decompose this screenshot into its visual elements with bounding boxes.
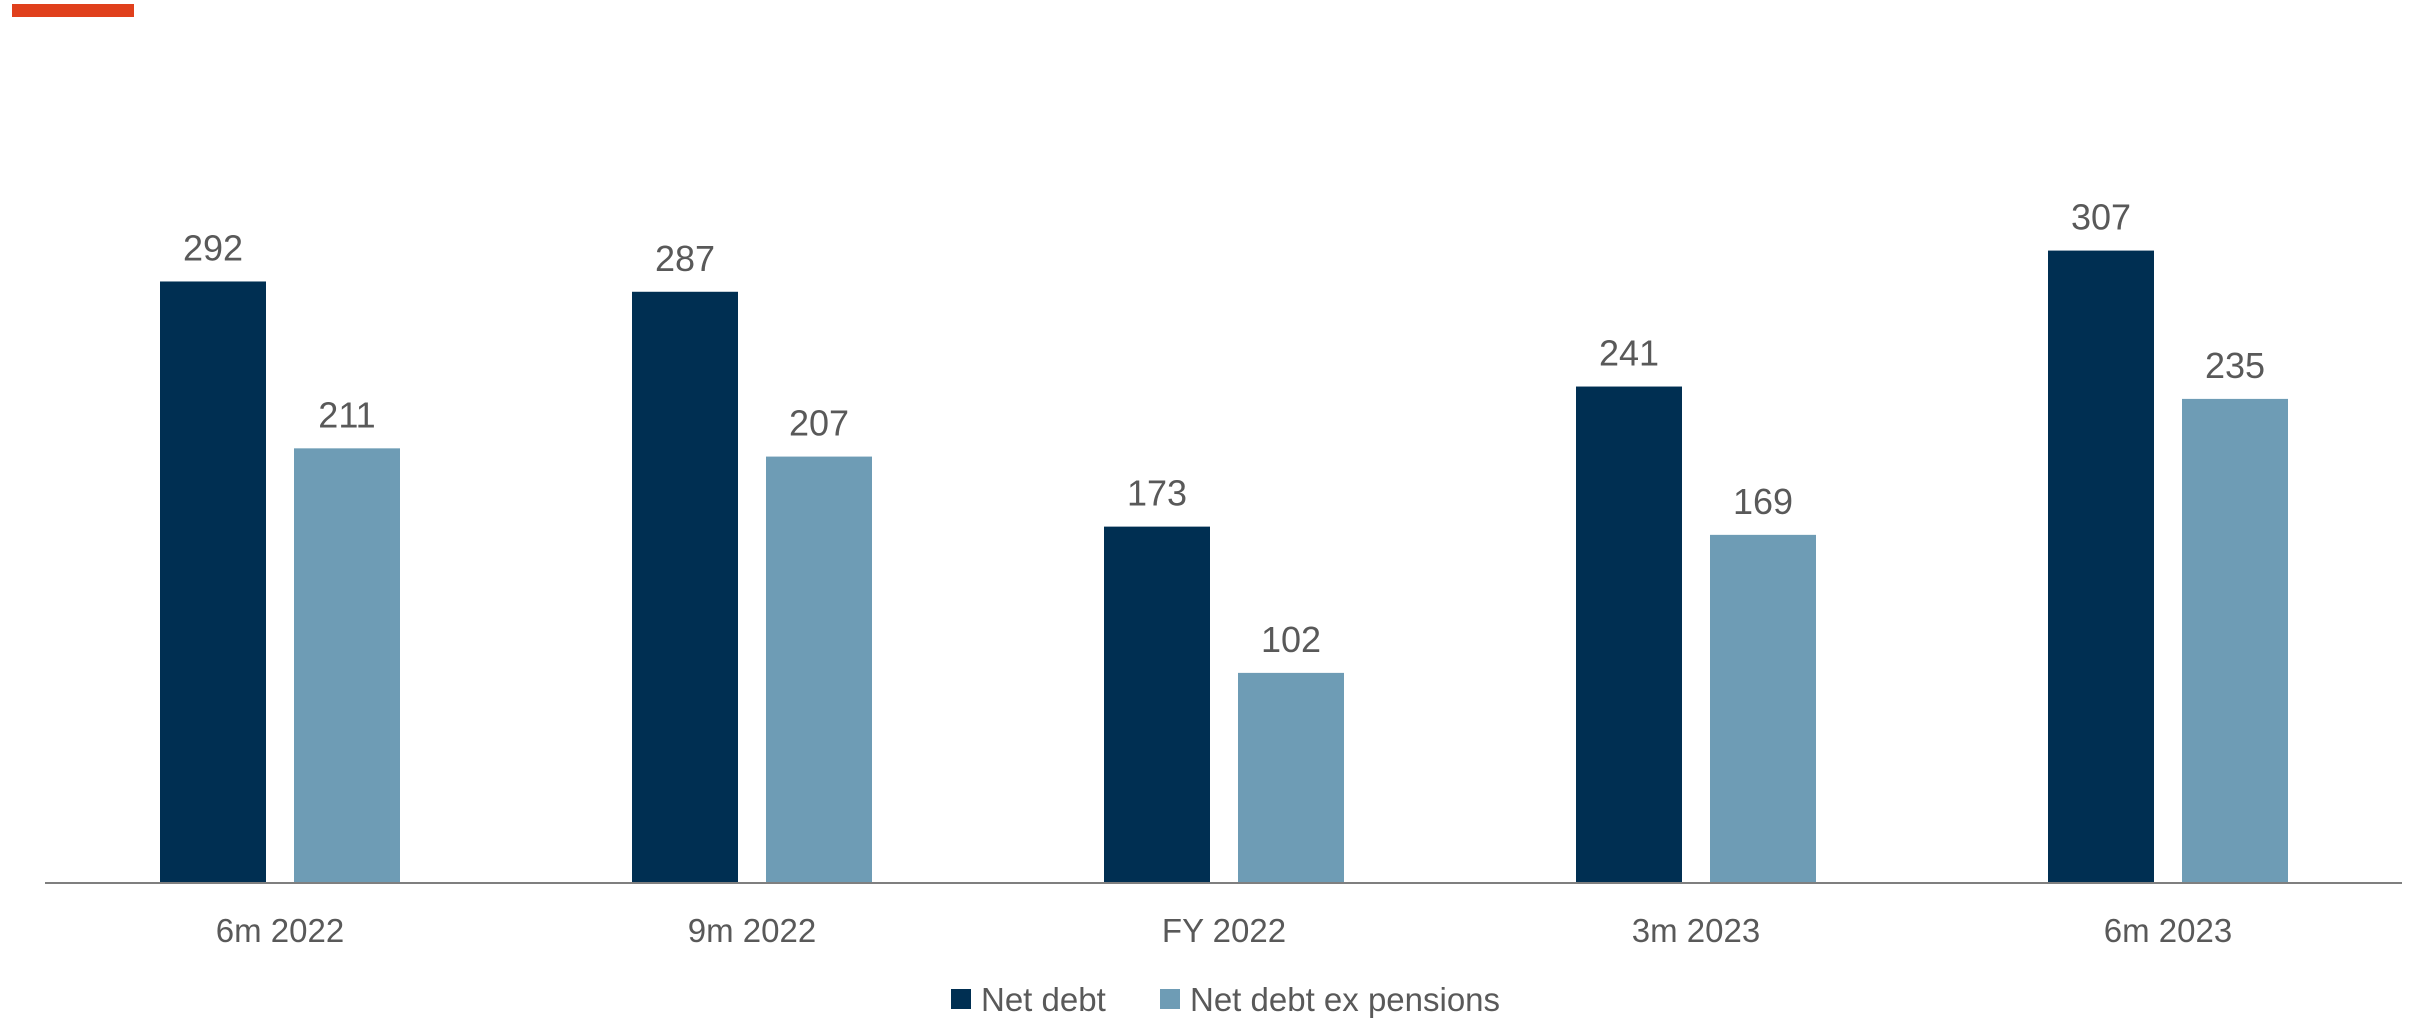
x-tick-label-6m-2023: 6m 2023 [2104, 912, 2232, 949]
bar-net-debt-ex-pensions-fy-2022 [1238, 672, 1344, 883]
x-tick-label-6m-2022: 6m 2022 [216, 912, 344, 949]
legend-label-net-debt: Net debt [981, 981, 1106, 1018]
x-tick-labels-group: 6m 2022 9m 2022 FY 2022 3m 2023 6m 2023 [216, 912, 2232, 949]
legend-swatch-net-debt [951, 989, 971, 1009]
value-label-net-debt-3m-2023: 241 [1599, 333, 1659, 374]
value-labels-group: 292 211 287 207 173 102 241 169 307 235 [183, 197, 2265, 660]
value-label-net-debt-6m-2023: 307 [2071, 197, 2131, 238]
bar-net-debt-3m-2023 [1576, 386, 1682, 883]
bar-net-debt-ex-pensions-6m-2022 [294, 448, 400, 883]
legend-swatch-net-debt-ex-pensions [1160, 989, 1180, 1009]
bar-net-debt-ex-pensions-9m-2022 [766, 456, 872, 883]
bar-net-debt-ex-pensions-6m-2023 [2182, 398, 2288, 883]
bar-net-debt-fy-2022 [1104, 526, 1210, 883]
legend: Net debt Net debt ex pensions [951, 981, 1500, 1018]
bars-group [160, 250, 2288, 884]
value-label-net-debt-ex-pensions-6m-2022: 211 [318, 394, 375, 435]
value-label-net-debt-ex-pensions-fy-2022: 102 [1261, 619, 1321, 660]
legend-label-net-debt-ex-pensions: Net debt ex pensions [1190, 981, 1500, 1018]
value-label-net-debt-6m-2022: 292 [183, 227, 243, 268]
value-label-net-debt-ex-pensions-3m-2023: 169 [1733, 481, 1793, 522]
value-label-net-debt-ex-pensions-6m-2023: 235 [2205, 345, 2265, 386]
bar-net-debt-9m-2022 [632, 291, 738, 883]
bar-net-debt-6m-2023 [2048, 250, 2154, 883]
bar-net-debt-ex-pensions-3m-2023 [1710, 534, 1816, 883]
x-tick-label-9m-2022: 9m 2022 [688, 912, 816, 949]
value-label-net-debt-ex-pensions-9m-2022: 207 [789, 403, 849, 444]
accent-bar [12, 4, 134, 17]
value-label-net-debt-fy-2022: 173 [1127, 473, 1187, 514]
value-label-net-debt-9m-2022: 287 [655, 238, 715, 279]
x-tick-label-3m-2023: 3m 2023 [1632, 912, 1760, 949]
bar-net-debt-6m-2022 [160, 281, 266, 884]
x-tick-label-fy-2022: FY 2022 [1162, 912, 1286, 949]
